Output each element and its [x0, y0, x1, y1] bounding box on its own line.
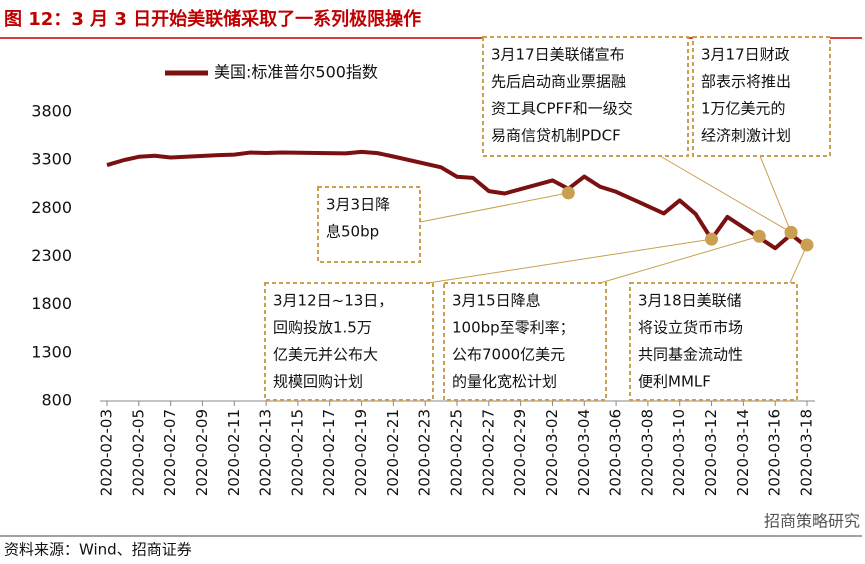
- x-tick-label: 2020-02-07: [161, 409, 179, 496]
- x-tick-label: 2020-02-15: [288, 409, 306, 496]
- x-tick-label: 2020-02-27: [479, 409, 497, 496]
- annotation-text: 资工具CPFF和一级交: [491, 100, 633, 118]
- y-tick-label: 2800: [31, 198, 72, 217]
- y-tick-label: 2300: [31, 246, 72, 265]
- annotation-text: 的量化宽松计划: [452, 373, 557, 391]
- annotation-dot: [705, 232, 719, 246]
- chart-title: 图 12：3 月 3 日开始美联储采取了一系列极限操作: [4, 8, 421, 30]
- x-tick-label: 2020-02-23: [416, 409, 434, 496]
- source: 资料来源：Wind、招商证券: [4, 541, 192, 559]
- y-tick-label: 3800: [31, 102, 72, 121]
- annotation-box: [629, 282, 798, 401]
- x-tick-label: 2020-02-11: [225, 409, 243, 496]
- annotation-text: 共同基金流动性: [638, 346, 743, 364]
- x-tick-label: 2020-03-04: [575, 409, 593, 496]
- x-tick-label: 2020-02-21: [384, 409, 402, 496]
- legend-label: 美国:标准普尔500指数: [214, 63, 378, 82]
- x-tick-label: 2020-02-03: [98, 409, 116, 496]
- leader-line: [659, 155, 792, 233]
- annotation-text: 部表示将推出: [701, 73, 791, 91]
- annotation-text: 易商信贷机制PDCF: [491, 127, 621, 145]
- annotation-text: 3月17日财政: [701, 46, 790, 64]
- watermark: 招商策略研究: [764, 512, 860, 531]
- y-tick-label: 3300: [31, 150, 72, 169]
- annotation-box: [692, 36, 831, 157]
- x-tick-label: 2020-03-10: [670, 409, 688, 496]
- annotation-text: 100bp至零利率；: [452, 319, 575, 337]
- x-tick-label: 2020-02-05: [129, 409, 147, 496]
- leader-line: [599, 235, 760, 284]
- annotation-text: 3月17日美联储宣布: [491, 46, 625, 64]
- leader-line: [759, 155, 792, 233]
- y-tick-label: 1300: [31, 342, 72, 361]
- annotation-dot: [800, 238, 814, 252]
- annotation-text: 3月15日降息: [452, 292, 541, 310]
- annotation-text: 3月3日降: [326, 196, 390, 214]
- x-tick-label: 2020-03-12: [702, 409, 720, 496]
- x-tick-label: 2020-02-25: [448, 409, 466, 496]
- annotation-text: 便利MMLF: [638, 373, 711, 391]
- annotation-box: [443, 282, 607, 401]
- y-tick-label: 800: [41, 391, 72, 410]
- x-tick-label: 2020-03-08: [638, 409, 656, 496]
- annotation-text: 先后启动商业票据融: [491, 73, 626, 91]
- annotation-dot: [752, 229, 766, 243]
- x-tick-label: 2020-03-06: [607, 409, 625, 496]
- leader-line: [789, 244, 808, 284]
- annotation-text: 回购投放1.5万: [273, 319, 372, 337]
- x-tick-label: 2020-03-16: [766, 409, 784, 496]
- annotation-box: [482, 36, 689, 157]
- annotation-box: [264, 282, 434, 401]
- x-tick-label: 2020-02-19: [352, 409, 370, 496]
- annotation-text: 亿美元并公布大: [273, 346, 378, 364]
- x-tick-label: 2020-02-17: [320, 409, 338, 496]
- x-tick-label: 2020-02-13: [257, 409, 275, 496]
- x-tick-label: 2020-03-02: [543, 409, 561, 496]
- annotation-dot: [784, 225, 798, 239]
- annotation-text: 息50bp: [326, 223, 379, 241]
- annotation-box: [317, 186, 421, 263]
- series-line: [106, 149, 809, 251]
- leader-line: [427, 238, 712, 284]
- annotation-text: 规模回购计划: [273, 373, 363, 391]
- annotation-text: 公布7000亿美元: [452, 346, 565, 364]
- annotation-text: 经济刺激计划: [701, 127, 791, 145]
- leader-line: [419, 192, 569, 223]
- x-tick-label: 2020-03-18: [798, 409, 816, 496]
- x-tick-label: 2020-03-14: [734, 409, 752, 496]
- x-tick-label: 2020-02-09: [193, 409, 211, 496]
- annotation-text: 1万亿美元的: [701, 100, 786, 118]
- annotation-text: 将设立货币市场: [638, 319, 743, 337]
- annotation-text: 3月12日~13日，: [273, 292, 393, 310]
- annotation-text: 3月18日美联储: [638, 292, 742, 310]
- x-tick-label: 2020-02-29: [511, 409, 529, 496]
- annotation-dot: [561, 186, 575, 200]
- y-tick-label: 1800: [31, 294, 72, 313]
